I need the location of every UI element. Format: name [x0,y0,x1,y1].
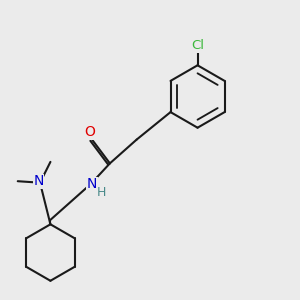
Text: Cl: Cl [191,39,204,52]
Text: H: H [97,186,106,199]
Text: O: O [84,125,95,139]
Text: N: N [87,178,97,191]
Text: N: N [33,174,44,188]
